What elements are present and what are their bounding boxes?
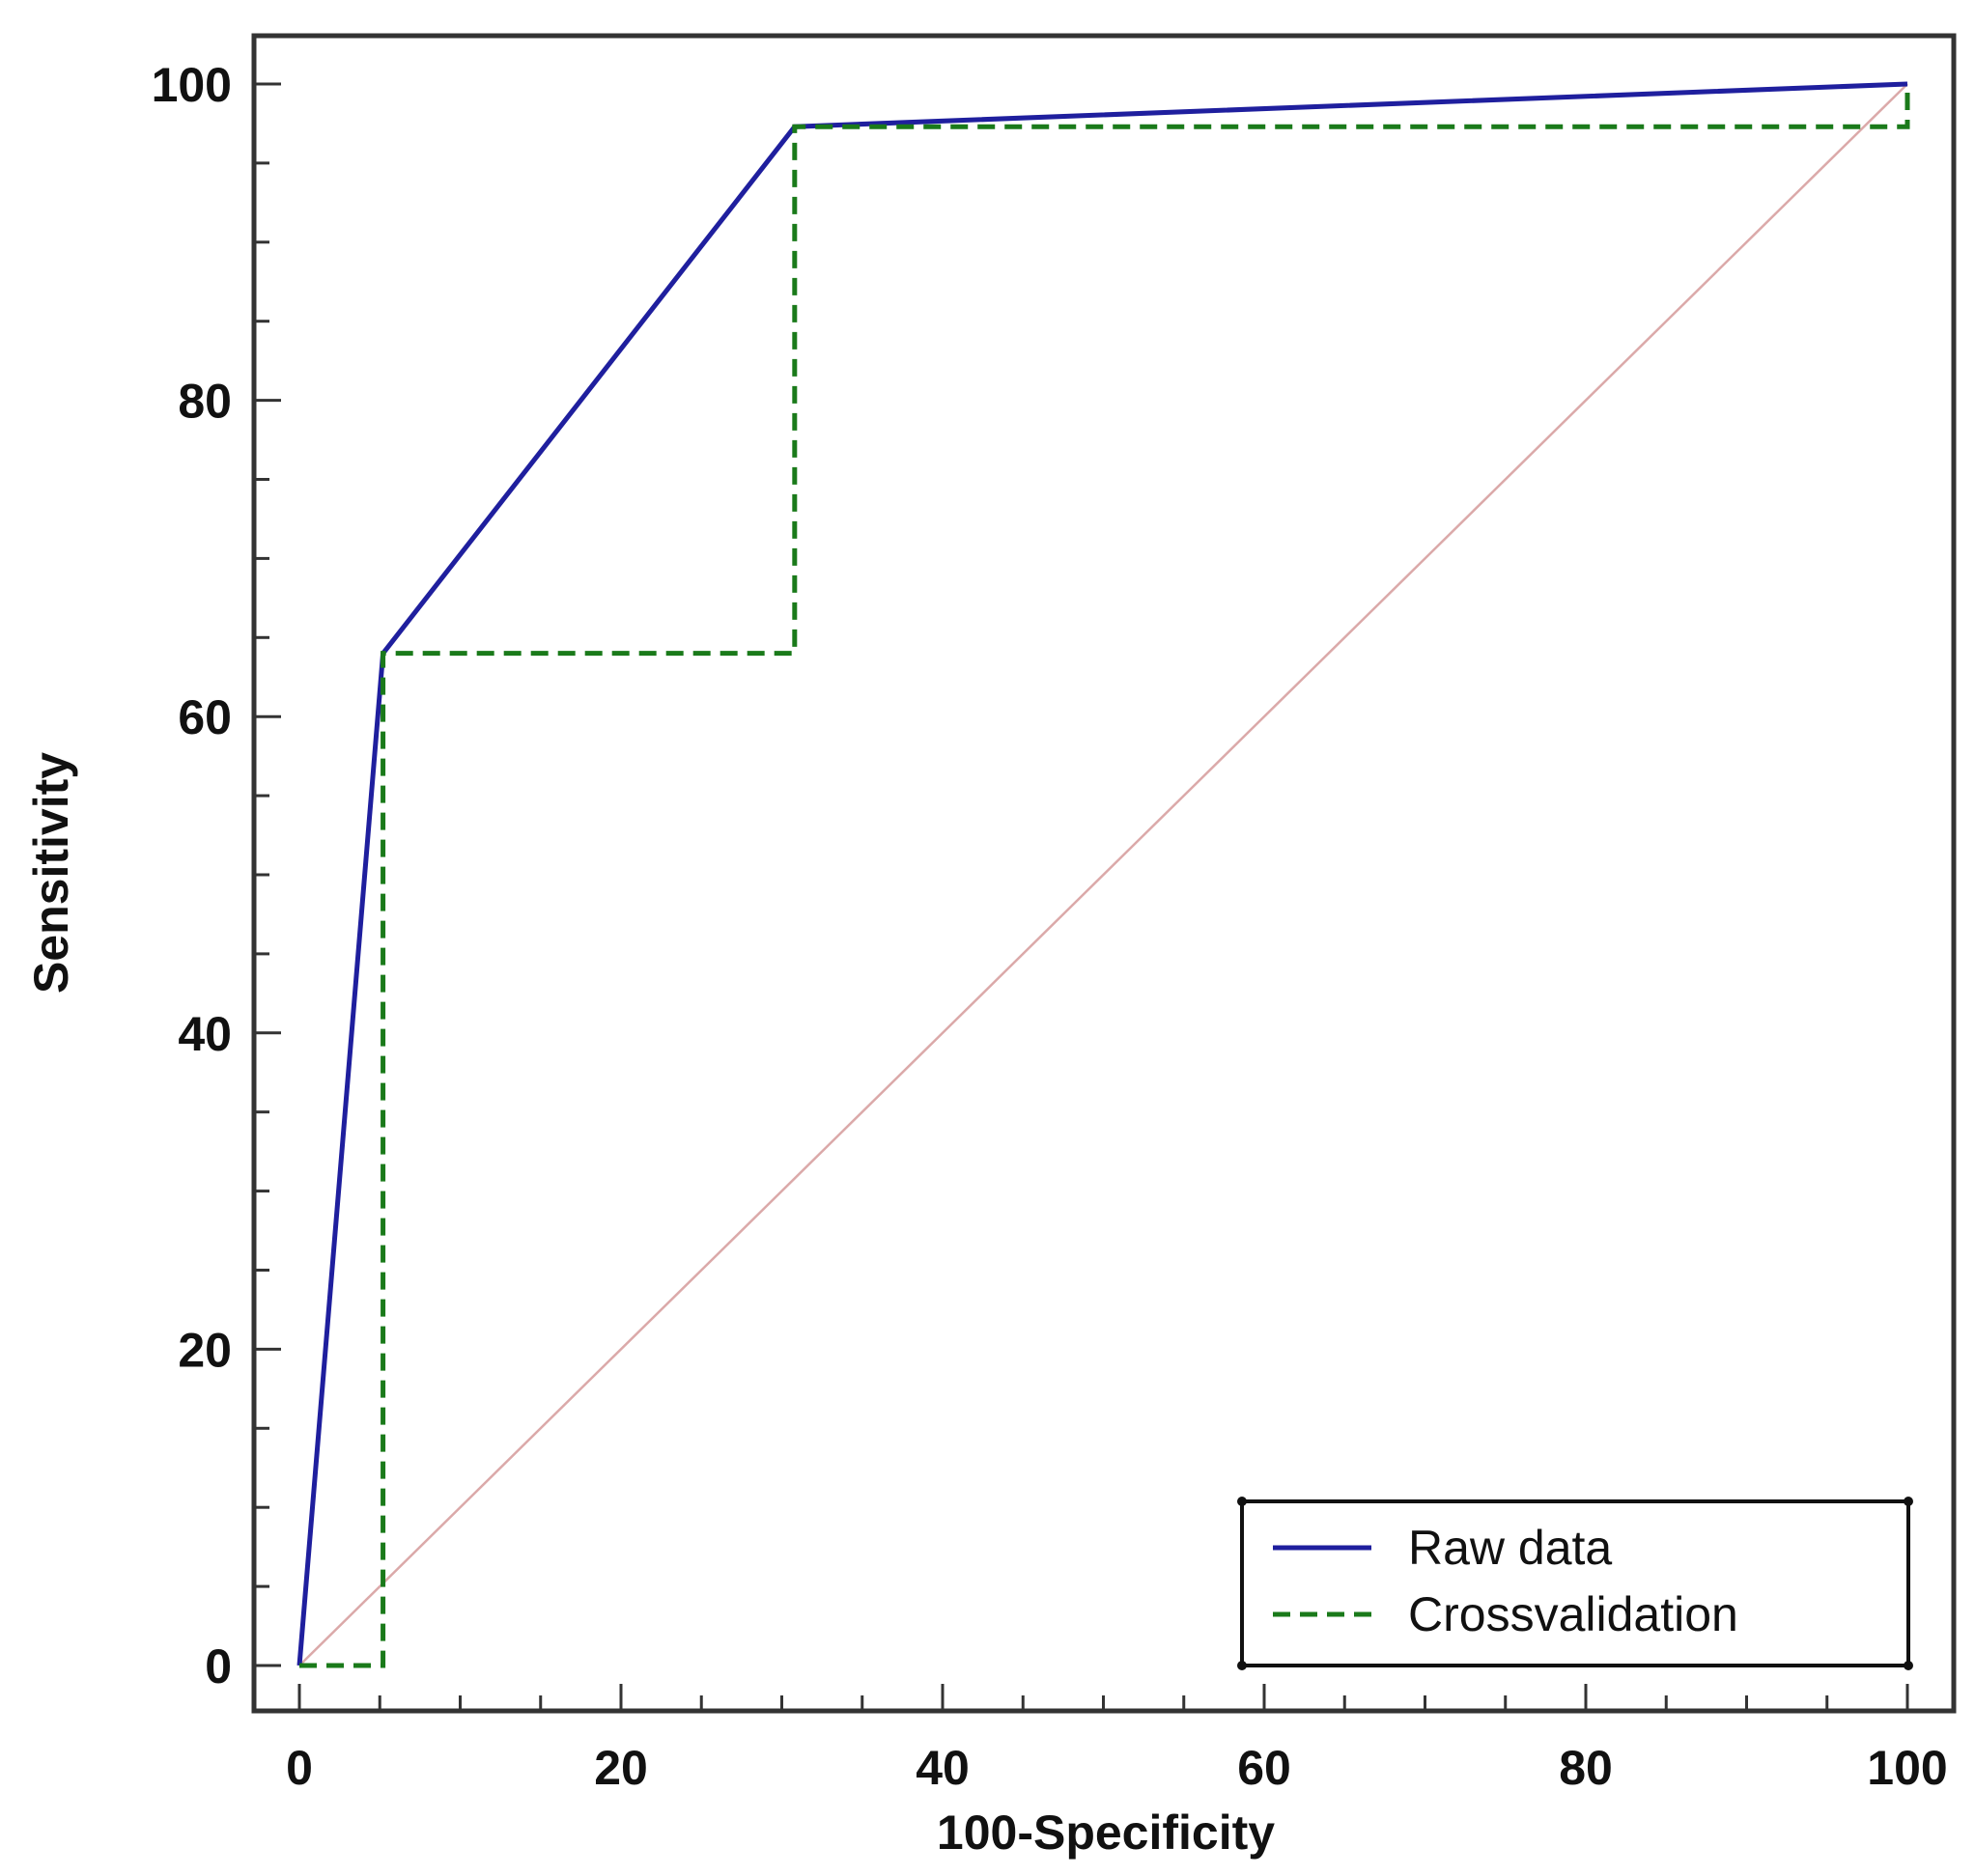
x-tick-label: 20 <box>594 1741 648 1795</box>
y-tick-label: 100 <box>152 58 232 112</box>
series-line-raw-data <box>296 81 1908 1666</box>
y-tick-label: 40 <box>178 1007 232 1061</box>
legend-corner-marker <box>1904 1497 1913 1506</box>
reference-layer <box>298 83 1908 1666</box>
y-tick-label: 20 <box>178 1323 232 1377</box>
legend-corner-marker <box>1904 1661 1913 1670</box>
axis-layer: 0 20 40 60 80 100 0 20 40 60 80 100 <box>152 58 1948 1795</box>
x-axis-title: 100-Specificity <box>937 1806 1275 1860</box>
x-tick-label: 0 <box>286 1741 313 1795</box>
legend-box <box>1240 1499 1910 1667</box>
y-tick-label: 60 <box>178 690 232 744</box>
legend-label-crossvalidation: Crossvalidation <box>1408 1587 1738 1641</box>
y-axis-title: Sensitivity <box>24 752 78 994</box>
legend-corner-marker <box>1237 1497 1247 1506</box>
x-tick-label: 100 <box>1867 1741 1947 1795</box>
legend-label-raw-data: Raw data <box>1408 1521 1612 1575</box>
y-tick-label: 0 <box>205 1639 232 1694</box>
x-tick-label: 60 <box>1237 1741 1291 1795</box>
legend-corner-marker <box>1237 1661 1247 1670</box>
x-tick-label: 40 <box>916 1741 970 1795</box>
y-tick-label: 80 <box>178 375 232 429</box>
x-tick-label: 80 <box>1559 1741 1613 1795</box>
reference-diagonal-line <box>298 83 1908 1666</box>
series-line-crossvalidation <box>299 84 1910 1668</box>
series-layer <box>296 81 1910 1668</box>
legend: Raw data Crossvalidation <box>1237 1497 1913 1670</box>
